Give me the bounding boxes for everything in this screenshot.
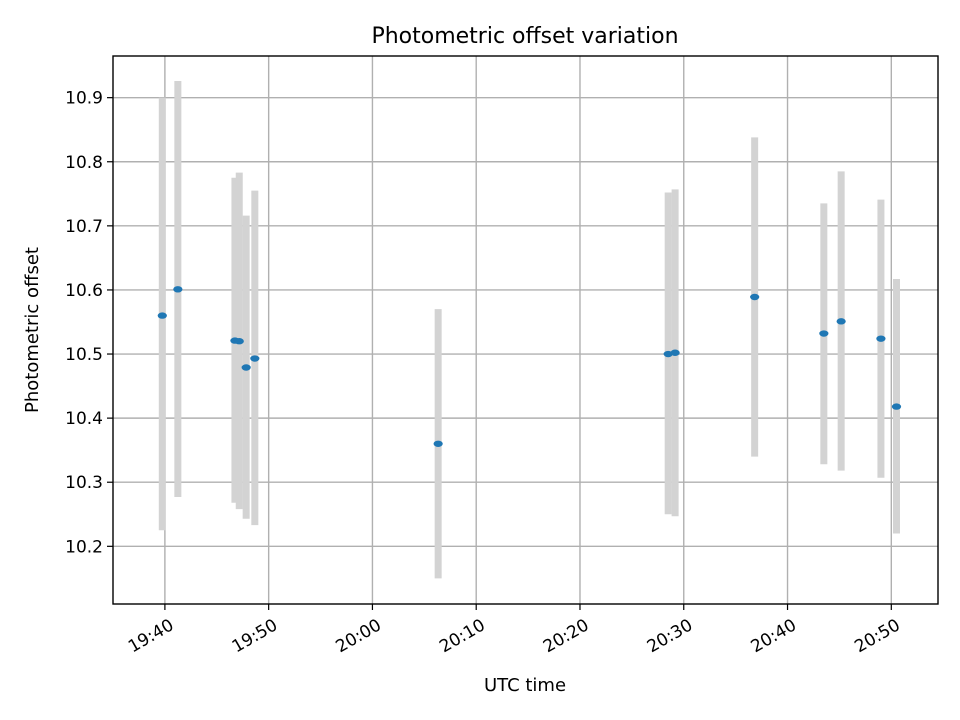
x-tick-label: 20:20 <box>540 615 592 657</box>
x-tick-label: 20:30 <box>644 615 696 657</box>
data-point <box>241 364 251 371</box>
y-tick-label: 10.6 <box>65 281 103 301</box>
x-axis-label: UTC time <box>484 675 566 696</box>
data-point <box>750 293 760 301</box>
data-point <box>891 403 902 410</box>
plot-frame <box>112 55 939 605</box>
y-tick-label: 10.9 <box>65 89 103 109</box>
data-point <box>234 338 244 345</box>
x-tick-label: 20:50 <box>851 615 903 657</box>
y-axis-label: Photometric offset <box>22 247 43 413</box>
data-point <box>670 349 680 356</box>
data-point <box>250 355 260 362</box>
data-point <box>819 330 829 337</box>
y-tick-label: 10.8 <box>65 153 103 173</box>
chart-title: Photometric offset variation <box>371 24 678 49</box>
data-point <box>876 335 886 342</box>
error-bars <box>158 80 900 579</box>
y-tick-label: 10.2 <box>65 537 103 557</box>
x-tick-label: 19:50 <box>229 615 281 657</box>
data-point <box>173 286 183 293</box>
x-tick-label: 20:10 <box>436 615 488 657</box>
y-tick-label: 10.4 <box>65 409 103 429</box>
x-tick-label: 20:40 <box>748 615 800 657</box>
y-tick-label: 10.3 <box>65 473 103 493</box>
y-tick-label: 10.5 <box>65 345 103 365</box>
data-point <box>433 440 443 447</box>
x-tick-label: 20:00 <box>332 615 384 657</box>
grid <box>113 56 938 604</box>
axis-ticks: 19:40 19:50 20:00 20:10 20:20 20:30 20:40 20:50… <box>65 89 904 658</box>
data-point <box>663 350 673 358</box>
data-point <box>836 318 846 325</box>
data-points <box>157 286 902 447</box>
y-tick-label: 10.7 <box>65 217 103 237</box>
x-tick-label: 19:40 <box>125 615 177 657</box>
data-point <box>157 312 167 319</box>
